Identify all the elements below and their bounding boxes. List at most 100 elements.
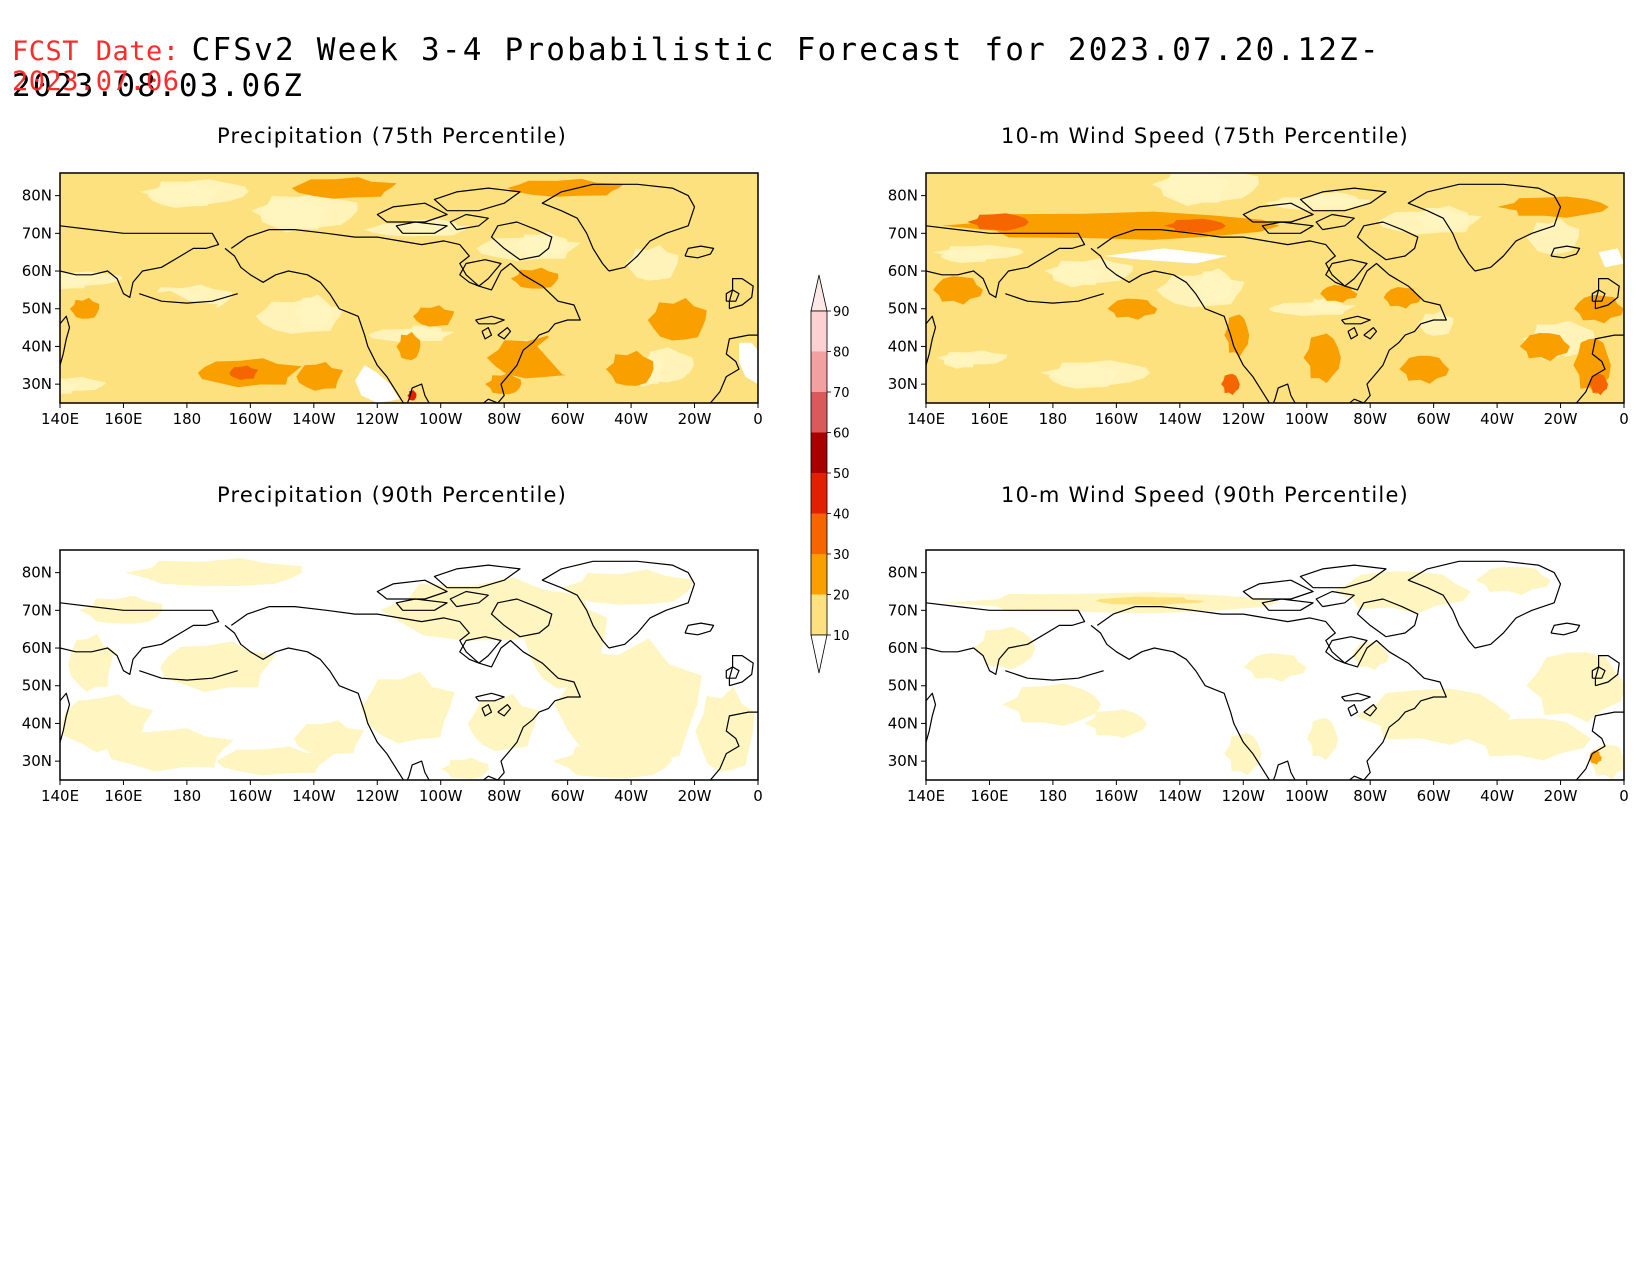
base-shading <box>926 173 1624 403</box>
probability-patch <box>1224 314 1250 357</box>
light-patch <box>1151 173 1259 202</box>
lat-tick-label: 80N <box>888 564 918 582</box>
lon-tick-label: 40W <box>614 410 648 428</box>
coastline <box>1575 334 1624 403</box>
shading-layer <box>60 550 758 780</box>
coastline <box>728 655 754 687</box>
probability-patch <box>1354 688 1511 745</box>
coastline <box>1550 245 1581 259</box>
lat-tick-label: 30N <box>888 375 918 393</box>
colorbar-label: 50 <box>833 467 850 482</box>
coastline <box>1550 622 1581 636</box>
coastline <box>541 560 696 649</box>
dry-area <box>739 342 758 385</box>
coastline <box>224 229 581 403</box>
coastline <box>926 225 1086 298</box>
lat-tick-label: 30N <box>22 375 52 393</box>
lon-tick-label: 0 <box>1619 410 1629 428</box>
low-area <box>1598 248 1624 268</box>
lon-tick-label: 160E <box>970 410 1008 428</box>
lat-tick-label: 40N <box>22 337 52 355</box>
colorbar-top-arrow <box>810 274 828 312</box>
lat-tick-label: 70N <box>888 224 918 242</box>
lon-tick-label: 140W <box>1158 787 1202 805</box>
coastline <box>684 622 715 636</box>
coastline <box>481 704 493 717</box>
coastline <box>684 245 715 259</box>
map-frame <box>59 549 759 781</box>
light-patch <box>932 245 1024 260</box>
map-frame <box>925 172 1625 404</box>
map-wind-75: 140E 160E 180 160W 140W 120W 100W 80W 60W 40W 20W 0… <box>888 172 1629 428</box>
coastline <box>497 327 512 340</box>
light-patch <box>1044 258 1133 283</box>
shading-layer <box>60 173 758 403</box>
light-patch <box>1526 218 1580 254</box>
light-patch <box>936 350 1008 365</box>
probability-patch <box>1475 566 1551 595</box>
colorbar-label: 80 <box>833 346 850 361</box>
probability-patch <box>1526 652 1624 723</box>
light-patch <box>406 324 442 339</box>
colorbar-segment <box>811 351 827 392</box>
coastline <box>1347 704 1359 717</box>
colorbar-segment <box>811 513 827 554</box>
probability-patch <box>1320 284 1358 303</box>
map-frame <box>59 172 759 404</box>
lat-tick-label: 40N <box>22 714 52 732</box>
coastline <box>449 213 489 231</box>
probability-patch <box>360 671 455 744</box>
lat-tick-label: 80N <box>22 187 52 205</box>
lon-tick-label: 120W <box>356 787 400 805</box>
coastline <box>1005 293 1104 304</box>
lon-tick-label: 160E <box>104 787 142 805</box>
probability-patch <box>973 626 1036 670</box>
probability-patch <box>379 577 587 641</box>
lon-tick-label: 140E <box>41 410 79 428</box>
lon-tick-label: 180 <box>1039 787 1068 805</box>
coastline <box>139 670 238 681</box>
colorbar-label: 30 <box>833 548 850 563</box>
coastline <box>1341 315 1371 325</box>
coastline <box>926 602 1086 675</box>
probability-patch <box>396 331 421 360</box>
coastline <box>1242 202 1314 223</box>
coastline <box>1594 655 1620 687</box>
probability-patch <box>291 177 397 199</box>
probability-patch <box>296 362 343 391</box>
panel-title-wind75: 10-m Wind Speed (75th Percentile) <box>1001 124 1409 148</box>
coastline <box>475 315 505 325</box>
lon-tick-label: 100W <box>1285 410 1329 428</box>
shading-layer <box>926 550 1624 780</box>
lon-tick-label: 100W <box>419 787 463 805</box>
coastline <box>1315 590 1355 608</box>
light-patch <box>251 192 358 228</box>
coastline <box>60 602 220 675</box>
low-area <box>1103 248 1228 264</box>
probability-patch <box>554 638 702 767</box>
header: FCST Date: CFSv2 Week 3-4 Probabilistic F… <box>12 32 1632 104</box>
panel-title-wind90: 10-m Wind Speed (90th Percentile) <box>1001 483 1409 507</box>
light-patch <box>1040 360 1151 386</box>
probability-patch <box>1095 596 1206 606</box>
lon-tick-label: 160E <box>970 787 1008 805</box>
coastline <box>224 606 581 780</box>
light-patch <box>60 376 107 391</box>
coastline <box>60 692 71 743</box>
colorbar-label: 60 <box>833 427 850 442</box>
lat-tick-label: 40N <box>888 337 918 355</box>
coastline <box>376 202 448 223</box>
coastline <box>1090 229 1447 403</box>
probability-patch <box>440 757 489 779</box>
coastline <box>1591 666 1606 679</box>
lon-tick-label: 180 <box>173 410 202 428</box>
probability-patch <box>1303 333 1341 383</box>
probability-patch <box>413 305 455 327</box>
colorbar-segment <box>811 392 827 433</box>
lon-tick-label: 160W <box>1095 787 1139 805</box>
coastline <box>395 598 448 611</box>
map-precip-75: 140E 160E 180 160W 140W 120W 100W 80W 60W 40W 20W 0… <box>22 172 763 428</box>
probability-patch <box>467 694 539 752</box>
coastline <box>728 278 754 310</box>
coastline <box>1575 711 1624 780</box>
